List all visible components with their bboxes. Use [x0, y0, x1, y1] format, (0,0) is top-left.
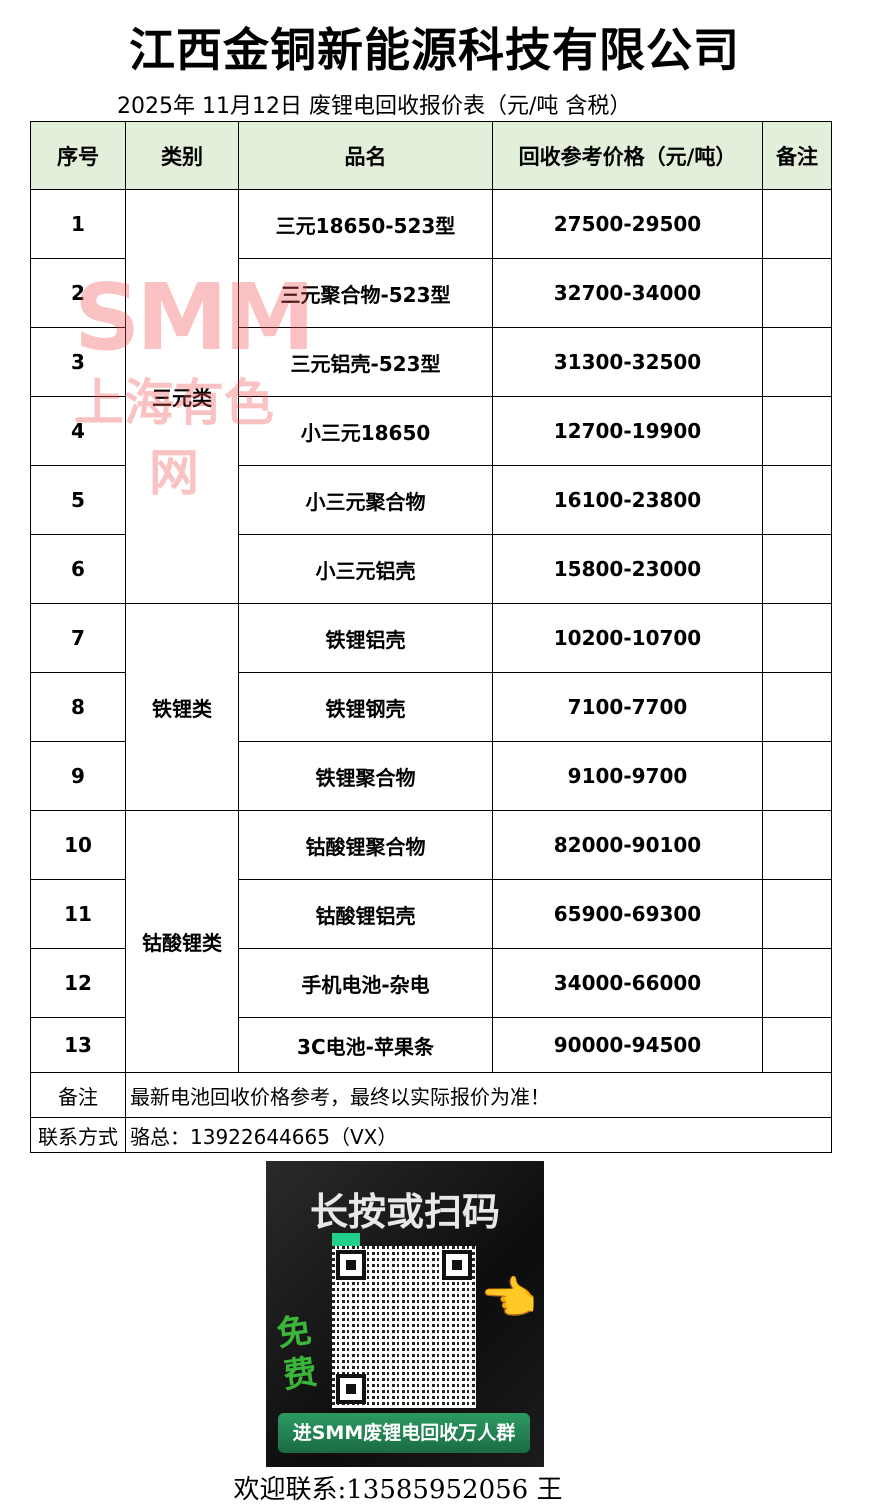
note-text: 最新电池回收价格参考，最终以实际报价为准！ [125, 1072, 832, 1118]
price-range: 15800-23000 [492, 534, 763, 604]
product-name: 小三元聚合物 [238, 465, 493, 535]
price-table: 序号 类别 品名 回收参考价格（元/吨） 备注 1 三元类 三元18650-523型… [30, 121, 832, 1153]
row-number: 4 [30, 396, 126, 466]
price-range: 31300-32500 [492, 327, 763, 397]
row-number: 8 [30, 672, 126, 742]
row-number: 7 [30, 603, 126, 673]
price-range: 90000-94500 [492, 1017, 763, 1073]
qr-heading: 长按或扫码 [309, 1190, 500, 1234]
price-range: 16100-23800 [492, 465, 763, 535]
row-number: 5 [30, 465, 126, 535]
remark-cell [762, 534, 832, 604]
category-cell: 铁锂类 [125, 603, 239, 811]
remark-cell [762, 603, 832, 673]
row-number: 12 [30, 948, 126, 1018]
table-row: 5 小三元聚合物 16100-23800 [30, 465, 832, 535]
product-name: 小三元18650 [238, 396, 493, 466]
table-row: 6 小三元铝壳 15800-23000 [30, 534, 832, 604]
price-range: 27500-29500 [492, 189, 763, 259]
contact-row: 联系方式 骆总：13922644665（VX） [30, 1117, 832, 1153]
column-header: 品名 [238, 121, 493, 190]
remark-cell [762, 879, 832, 949]
price-sheet-subtitle: 2025年 11月12日 废锂电回收报价表（元/吨 含税） [117, 94, 632, 119]
row-number: 3 [30, 327, 126, 397]
product-name: 铁锂聚合物 [238, 741, 493, 811]
remark-cell [762, 1017, 832, 1073]
table-row: 3 三元铝壳-523型 31300-32500 [30, 327, 832, 397]
note-row: 备注 最新电池回收价格参考，最终以实际报价为准！ [30, 1072, 832, 1118]
free-label: 免费 [274, 1310, 320, 1397]
remark-cell [762, 810, 832, 880]
table-row: 4 小三元18650 12700-19900 [30, 396, 832, 466]
remark-cell [762, 672, 832, 742]
table-header: 序号 类别 品名 回收参考价格（元/吨） 备注 [30, 121, 832, 190]
remark-cell [762, 948, 832, 1018]
column-header: 序号 [30, 121, 126, 190]
qr-code-image[interactable] [332, 1246, 476, 1408]
qr-tab-decoration [332, 1233, 360, 1247]
product-name: 三元铝壳-523型 [238, 327, 493, 397]
table-row: 8 铁锂钢壳 7100-7700 [30, 672, 832, 742]
table-row: 7 铁锂类 铁锂铝壳 10200-10700 [30, 603, 832, 811]
category-cell: 钴酸锂类 [125, 810, 239, 1073]
product-name: 钴酸锂聚合物 [238, 810, 493, 880]
product-name: 手机电池-杂电 [238, 948, 493, 1018]
price-range: 7100-7700 [492, 672, 763, 742]
qr-code-card[interactable]: 长按或扫码 👈 免费 进SMM废锂电回收万人群 [266, 1161, 544, 1467]
column-header: 类别 [125, 121, 239, 190]
contact-label: 联系方式 [30, 1117, 126, 1153]
table-row: 13 3C电池-苹果条 90000-94500 [30, 1017, 832, 1073]
price-range: 9100-9700 [492, 741, 763, 811]
table-row: 2 三元聚合物-523型 32700-34000 [30, 258, 832, 328]
category-cell: 三元类 [125, 189, 239, 604]
table-row: 12 手机电池-杂电 34000-66000 [30, 948, 832, 1018]
product-name: 小三元铝壳 [238, 534, 493, 604]
note-label: 备注 [30, 1072, 126, 1118]
table-row: 9 铁锂聚合物 9100-9700 [30, 741, 832, 811]
price-range: 82000-90100 [492, 810, 763, 880]
row-number: 2 [30, 258, 126, 328]
contact-text: 骆总：13922644665（VX） [125, 1117, 832, 1153]
footer-contact: 欢迎联系:13585952056 王 [233, 1475, 563, 1505]
product-name: 三元18650-523型 [238, 189, 493, 259]
row-number: 9 [30, 741, 126, 811]
table-row: 1 三元类 三元18650-523型 27500-29500 [30, 189, 832, 604]
price-range: 10200-10700 [492, 603, 763, 673]
price-range: 12700-19900 [492, 396, 763, 466]
company-title: 江西金铜新能源科技有限公司 [129, 23, 740, 77]
product-name: 钴酸锂铝壳 [238, 879, 493, 949]
row-number: 6 [30, 534, 126, 604]
product-name: 三元聚合物-523型 [238, 258, 493, 328]
remark-cell [762, 327, 832, 397]
product-name: 铁锂铝壳 [238, 603, 493, 673]
row-number: 11 [30, 879, 126, 949]
table-row: 11 钴酸锂铝壳 65900-69300 [30, 879, 832, 949]
product-name: 铁锂钢壳 [238, 672, 493, 742]
join-group-button[interactable]: 进SMM废锂电回收万人群 [278, 1413, 530, 1453]
remark-cell [762, 396, 832, 466]
column-header: 回收参考价格（元/吨） [492, 121, 763, 190]
table-row: 10 钴酸锂类 钴酸锂聚合物 82000-90100 [30, 810, 832, 1073]
row-number: 10 [30, 810, 126, 880]
column-header: 备注 [762, 121, 832, 190]
remark-cell [762, 465, 832, 535]
row-number: 1 [30, 189, 126, 259]
price-range: 34000-66000 [492, 948, 763, 1018]
remark-cell [762, 189, 832, 259]
product-name: 3C电池-苹果条 [238, 1017, 493, 1073]
price-range: 65900-69300 [492, 879, 763, 949]
remark-cell [762, 741, 832, 811]
remark-cell [762, 258, 832, 328]
row-number: 13 [30, 1017, 126, 1073]
pointing-hand-icon: 👈 [480, 1271, 538, 1325]
price-range: 32700-34000 [492, 258, 763, 328]
